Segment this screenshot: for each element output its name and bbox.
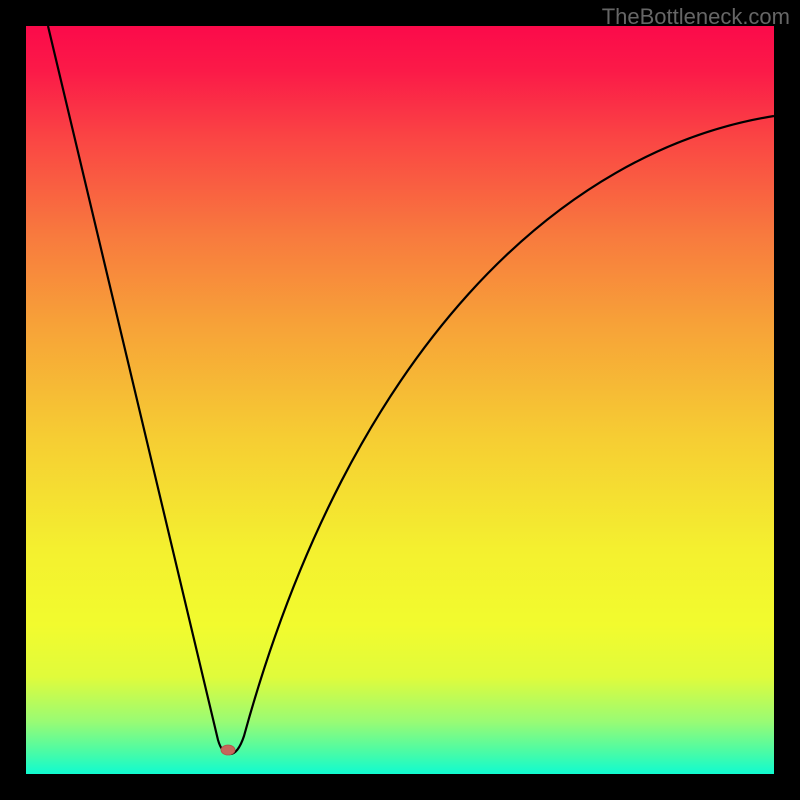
bottleneck-chart: TheBottleneck.com: [0, 0, 800, 800]
minimum-marker: [221, 745, 235, 755]
plot-area: [26, 26, 774, 774]
watermark-text: TheBottleneck.com: [602, 4, 790, 29]
